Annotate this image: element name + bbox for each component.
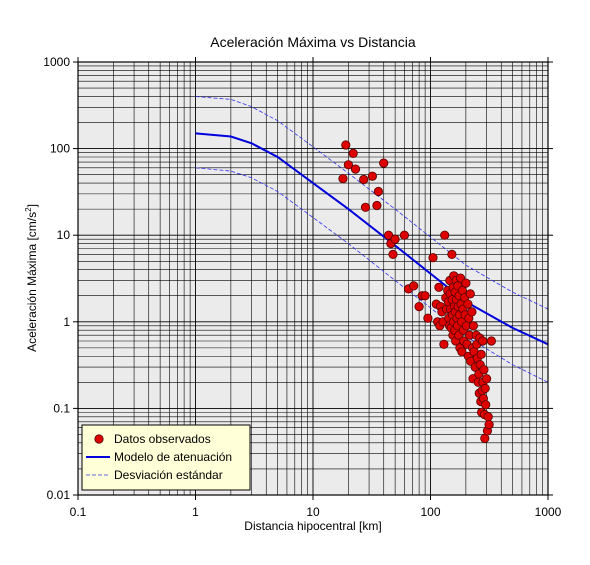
y-axis-label-superscript: 2 xyxy=(24,207,33,212)
y-tick-label: 1000 xyxy=(43,55,70,69)
legend: Datos observados Modelo de atenuación De… xyxy=(81,424,251,491)
legend-label-observed: Datos observados xyxy=(114,432,211,446)
observed-data-point xyxy=(379,158,389,168)
y-axis-label-tail: ] xyxy=(25,204,39,207)
observed-data-point xyxy=(372,200,382,211)
x-tick-label: 0.1 xyxy=(70,505,87,519)
axis-ticks: 0.1 1 10 100 1000 0.01 0.1 1 10 100 1000 xyxy=(43,55,561,519)
y-tick-label: 0.1 xyxy=(53,401,70,415)
x-tick-label: 10 xyxy=(306,505,320,519)
observed-data-point xyxy=(484,419,494,430)
legend-symbol-observed xyxy=(94,434,104,444)
observed-data-point xyxy=(343,160,353,170)
series-layer xyxy=(195,96,549,443)
observed-data-point xyxy=(476,349,486,359)
observed-data-point xyxy=(481,400,491,410)
observed-data-point xyxy=(373,186,383,197)
observed-data-point xyxy=(359,174,369,185)
y-axis-label: Aceleración Máxima [cm/s2] xyxy=(24,204,39,352)
observed-data-point xyxy=(467,307,477,317)
observed-data-point xyxy=(479,365,489,375)
observed-data-point xyxy=(383,230,394,240)
observed-data-point xyxy=(348,148,358,158)
observed-data-point xyxy=(434,282,444,292)
observed-data-point xyxy=(367,171,377,181)
attenuation-model-line xyxy=(195,132,549,346)
std-deviation-line xyxy=(195,96,549,310)
observed-data-point xyxy=(423,313,433,323)
observed-data-point xyxy=(447,249,457,259)
observed-data-point xyxy=(481,374,492,384)
y-tick-label: 10 xyxy=(57,228,71,242)
observed-data-point xyxy=(388,249,398,259)
observed-data-point xyxy=(428,253,438,263)
observed-data-point xyxy=(341,140,351,150)
y-tick-label: 0.01 xyxy=(47,488,71,502)
observed-data-point xyxy=(440,230,450,240)
observed-data-point xyxy=(390,234,400,244)
x-tick-label: 1 xyxy=(192,505,199,519)
observed-data-point xyxy=(468,321,478,331)
observed-data-point xyxy=(463,299,473,309)
observed-data-point xyxy=(420,291,430,301)
chart-title: Aceleración Máxima vs Distancia xyxy=(210,34,416,50)
observed-data-point xyxy=(439,339,449,349)
observed-data-point xyxy=(486,336,496,346)
observed-data-point xyxy=(360,202,371,212)
observed-data-point xyxy=(465,289,475,299)
x-axis-label: Distancia hipocentral [km] xyxy=(244,519,381,533)
std-deviation-line xyxy=(195,167,549,383)
observed-data-point xyxy=(414,301,424,312)
legend-label-std: Desviación estándar xyxy=(114,468,223,482)
y-tick-label: 1 xyxy=(63,315,70,329)
observed-data-point xyxy=(399,230,409,240)
observed-data-point xyxy=(480,383,490,393)
observed-data-point xyxy=(483,412,493,422)
observed-data-point xyxy=(478,336,488,346)
observed-data-point xyxy=(338,174,348,184)
observed-data-point xyxy=(350,164,361,174)
observed-data-point xyxy=(461,278,471,288)
x-tick-label: 100 xyxy=(420,505,440,519)
y-tick-label: 100 xyxy=(50,142,70,156)
observed-data-point xyxy=(409,281,419,291)
x-tick-label: 1000 xyxy=(535,505,562,519)
observed-data-point xyxy=(457,347,467,357)
legend-label-model: Modelo de atenuación xyxy=(114,450,232,464)
y-axis-label-main: Aceleración Máxima [cm/s xyxy=(25,212,39,352)
